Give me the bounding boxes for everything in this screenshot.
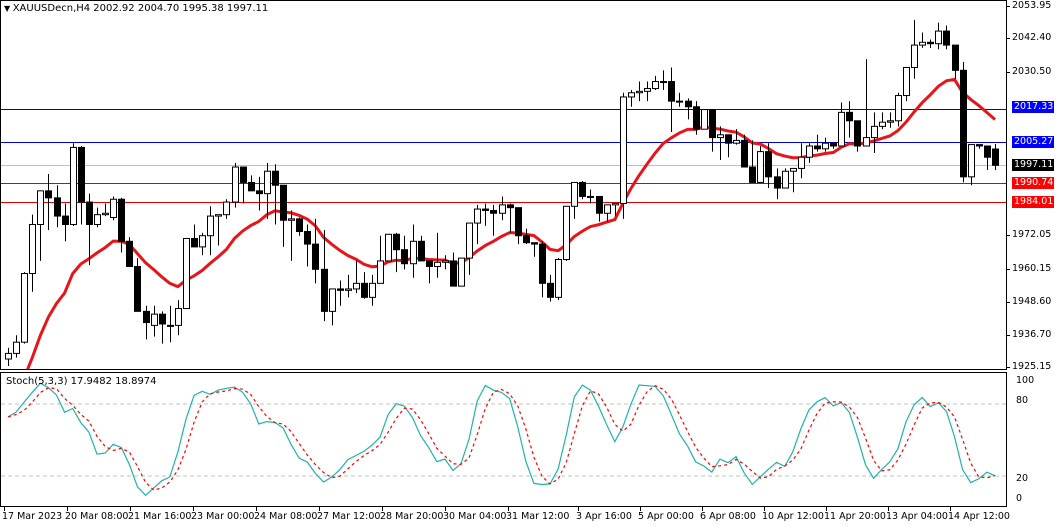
time-tick: 30 Mar 04:00 (443, 511, 507, 522)
price-tick: 1925.15 (1012, 361, 1052, 372)
time-tick: 28 Mar 20:00 (380, 511, 444, 522)
stoch-title: Stoch(5,3,3) 17.9482 18.8974 (6, 376, 157, 387)
price-badge-bid: 1997.11 (1012, 159, 1054, 171)
price-badge-support-2: 1984.01 (1012, 196, 1054, 208)
time-tick: 31 Mar 12:00 (506, 511, 570, 522)
price-badge-support-1: 1990.74 (1012, 177, 1054, 189)
time-tick: 27 Mar 12:00 (317, 511, 381, 522)
main-chart-frame (0, 0, 1007, 370)
stoch-level: 0 (1016, 493, 1023, 504)
time-tick: 10 Apr 12:00 (762, 511, 824, 522)
price-tick: 1960.15 (1012, 263, 1052, 274)
time-tick: 13 Apr 04:00 (886, 511, 948, 522)
stoch-level: 20 (1016, 473, 1029, 484)
price-badge-resistance-2: 2005.27 (1012, 136, 1054, 148)
chart-title: ▼ XAUUSDecn,H4 2002.92 2004.70 1995.38 1… (4, 3, 268, 15)
stochastic-oscillator (1, 382, 1006, 497)
moving-average-line (26, 77, 996, 369)
price-tick: 2042.40 (1012, 32, 1052, 43)
time-tick: 5 Apr 00:00 (638, 511, 694, 522)
price-tick: 1948.60 (1012, 296, 1052, 307)
collapse-triangle-icon[interactable]: ▼ (4, 4, 13, 13)
time-tick: 17 Mar 2023 (2, 511, 63, 522)
price-tick: 1972.05 (1012, 229, 1052, 240)
time-tick: 23 Mar 00:00 (191, 511, 255, 522)
time-tick: 20 Mar 08:00 (65, 511, 129, 522)
stoch-level: 80 (1016, 395, 1029, 406)
time-tick: 11 Apr 20:00 (824, 511, 886, 522)
price-badge-resistance-1: 2017.33 (1012, 101, 1054, 113)
time-tick: 14 Apr 12:00 (948, 511, 1010, 522)
price-tick: 2053.95 (1012, 0, 1052, 11)
stoch-level: 100 (1016, 375, 1035, 386)
time-tick: 21 Mar 16:00 (128, 511, 192, 522)
symbol-ohlc-label: XAUUSDecn,H4 2002.92 2004.70 1995.38 199… (12, 3, 269, 14)
axes (4, 6, 1010, 511)
price-tick: 2030.50 (1012, 66, 1052, 77)
time-tick: 6 Apr 08:00 (700, 511, 756, 522)
price-tick: 1936.70 (1012, 329, 1052, 340)
time-tick: 24 Mar 08:00 (254, 511, 318, 522)
time-tick: 3 Apr 16:00 (576, 511, 632, 522)
stoch-panel-frame (0, 372, 1007, 507)
candlesticks (5, 19, 999, 367)
